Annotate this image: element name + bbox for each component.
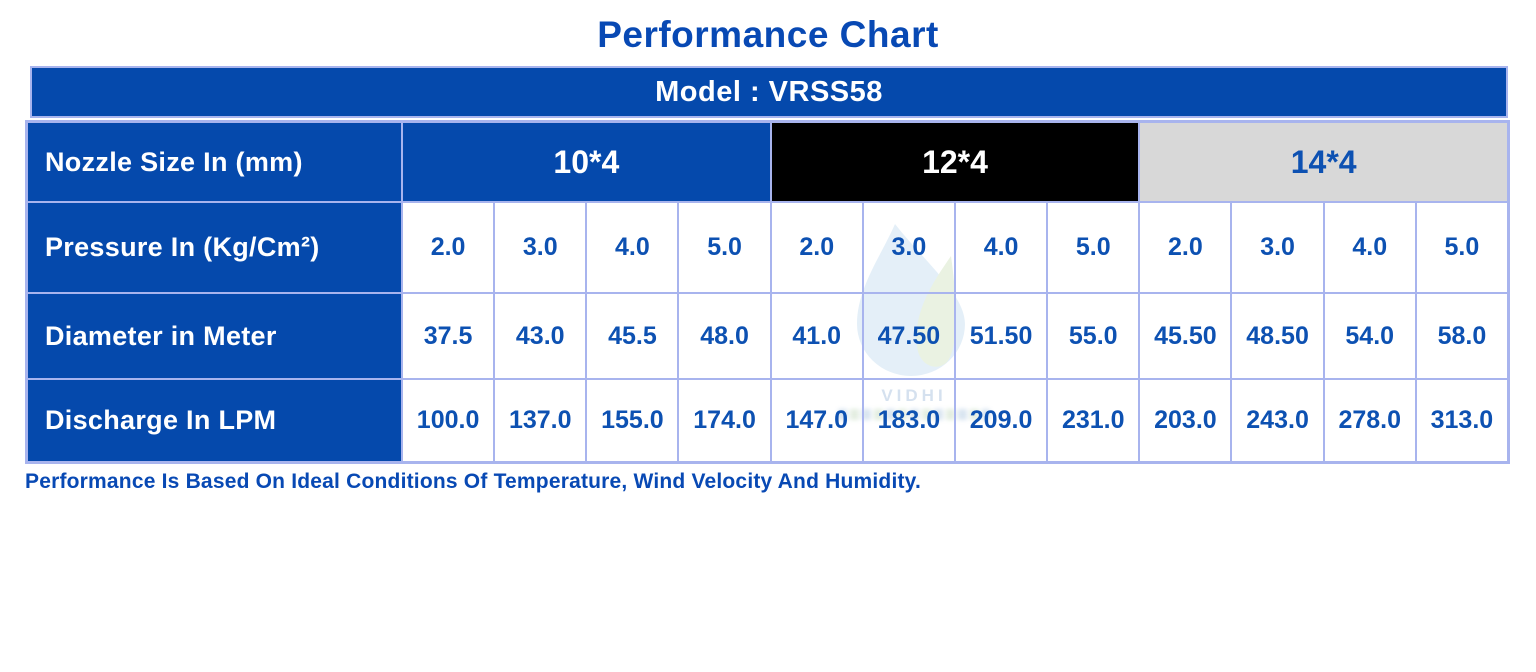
diameter-value-cell: 55.0	[1046, 292, 1139, 378]
discharge-value-cell: 278.0	[1322, 378, 1415, 461]
row-header-nozzle-size: Nozzle Size In (mm)	[28, 123, 401, 201]
row-header-diameter: Diameter in Meter	[28, 292, 401, 378]
discharge-value-cell: 174.0	[677, 378, 770, 461]
pressure-value-cell: 2.0	[769, 201, 862, 292]
model-label: Model : VRSS58	[655, 75, 883, 108]
row-header-discharge: Discharge In LPM	[28, 378, 401, 461]
pressure-value-cell: 5.0	[1414, 201, 1507, 292]
pressure-value-cell: 3.0	[493, 201, 586, 292]
pressure-value-cell: 2.0	[1138, 201, 1231, 292]
discharge-value-cell: 313.0	[1414, 378, 1507, 461]
discharge-value-cell: 183.0	[861, 378, 954, 461]
discharge-value-cell: 243.0	[1230, 378, 1323, 461]
diameter-value-cell: 45.5	[585, 292, 678, 378]
page-title: Performance Chart	[597, 14, 939, 55]
model-header-bar: Model : VRSS58	[30, 66, 1508, 118]
diameter-value-cell: 47.50	[861, 292, 954, 378]
discharge-value-cell: 203.0	[1138, 378, 1231, 461]
nozzle-group-14x4: 14*4	[1138, 123, 1507, 201]
diameter-value-cell: 48.0	[677, 292, 770, 378]
diameter-value-cell: 54.0	[1322, 292, 1415, 378]
discharge-value-cell: 100.0	[401, 378, 494, 461]
diameter-value-cell: 41.0	[769, 292, 862, 378]
row-header-pressure: Pressure In (Kg/Cm²)	[28, 201, 401, 292]
pressure-value-cell: 3.0	[861, 201, 954, 292]
discharge-value-cell: 147.0	[769, 378, 862, 461]
pressure-value-cell: 4.0	[1322, 201, 1415, 292]
diameter-value-cell: 37.5	[401, 292, 494, 378]
pressure-value-cell: 4.0	[585, 201, 678, 292]
pressure-value-cell: 5.0	[677, 201, 770, 292]
footnote: Performance Is Based On Ideal Conditions…	[25, 470, 922, 493]
pressure-value-cell: 5.0	[1046, 201, 1139, 292]
diameter-value-cell: 43.0	[493, 292, 586, 378]
pressure-value-cell: 2.0	[401, 201, 494, 292]
diameter-value-cell: 45.50	[1138, 292, 1231, 378]
nozzle-group-10x4: 10*4	[401, 123, 770, 201]
performance-table: Nozzle Size In (mm) 10*4 12*4 14*4 Press…	[25, 120, 1510, 464]
pressure-value-cell: 4.0	[953, 201, 1047, 292]
diameter-value-cell: 48.50	[1230, 292, 1323, 378]
discharge-value-cell: 231.0	[1046, 378, 1139, 461]
discharge-value-cell: 137.0	[493, 378, 586, 461]
diameter-value-cell: 51.50	[953, 292, 1047, 378]
discharge-value-cell: 209.0	[953, 378, 1047, 461]
discharge-value-cell: 155.0	[585, 378, 678, 461]
pressure-value-cell: 3.0	[1230, 201, 1323, 292]
diameter-value-cell: 58.0	[1414, 292, 1507, 378]
nozzle-group-12x4: 12*4	[769, 123, 1139, 201]
